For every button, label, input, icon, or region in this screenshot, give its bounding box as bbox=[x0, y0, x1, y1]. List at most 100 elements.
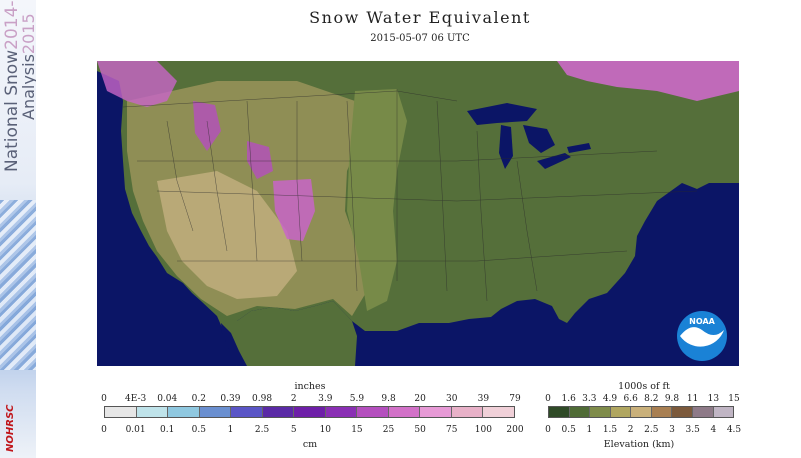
swe-legend-cm-title: cm bbox=[302, 439, 318, 450]
elev_legend-swatch bbox=[610, 407, 632, 417]
elev_legend-swatch bbox=[549, 407, 570, 417]
swe_legend-tick-label: 5.9 bbox=[349, 394, 365, 404]
nohrsc-logo: NOHRSC bbox=[5, 404, 16, 452]
noaa-logo-text: NOAA bbox=[689, 317, 715, 326]
swe_legend-swatch bbox=[357, 407, 389, 417]
swe_legend-swatch bbox=[199, 407, 232, 417]
swe_legend-swatch bbox=[325, 407, 358, 417]
swe_legend-tick-label: 39 bbox=[477, 394, 490, 404]
elev_legend-tick-label: 1 bbox=[586, 425, 593, 435]
swe_legend-swatch bbox=[294, 407, 326, 417]
elev_legend-swatch bbox=[590, 407, 611, 417]
swe_legend-tick-label: 0.1 bbox=[160, 425, 175, 435]
lake-superior bbox=[467, 103, 537, 125]
swe_legend-tick-label: 75 bbox=[446, 425, 458, 435]
elev_legend-swatch bbox=[651, 407, 673, 417]
swe_legend-swatch bbox=[483, 407, 514, 417]
swe_legend-tick-label: 15 bbox=[351, 425, 363, 435]
map-title: Snow Water Equivalent bbox=[309, 8, 531, 27]
swe_legend-swatch bbox=[105, 407, 137, 417]
elev_legend-tick-label: 9.8 bbox=[664, 394, 680, 404]
banner-title-line2: Analysis2015 bbox=[19, 13, 36, 120]
elev_legend-tick-label: 1.6 bbox=[561, 394, 576, 404]
swe_legend-tick-label: 0.5 bbox=[191, 425, 207, 435]
elevation-legend-km-title: Elevation (km) bbox=[603, 439, 675, 450]
elev_legend-tick-label: 3.5 bbox=[685, 425, 700, 435]
swe_legend-swatch bbox=[136, 407, 169, 417]
snow-canada-west bbox=[97, 61, 177, 107]
snow-rockies-north bbox=[193, 101, 221, 151]
swe_legend-tick-label: 1 bbox=[227, 425, 234, 435]
swe_legend-tick-label: 100 bbox=[474, 425, 492, 435]
elev_legend-tick-label: 15 bbox=[728, 394, 740, 404]
swe_legend-tick-label: 0 bbox=[101, 425, 107, 435]
elev_legend-tick-label: 3.3 bbox=[582, 394, 597, 404]
plains-lighter bbox=[347, 89, 407, 311]
noaa-logo: NOAA bbox=[677, 311, 727, 361]
elev_legend-tick-label: 2 bbox=[627, 425, 634, 435]
swe_legend-tick-label: 9.8 bbox=[381, 394, 396, 404]
snow-rockies-mid bbox=[247, 141, 273, 179]
swe_legend-tick-label: 0.98 bbox=[252, 394, 273, 404]
nohrsc-banner: National Snow2014- Analysis2015 NOHRSC bbox=[0, 0, 36, 458]
gulf-of-california bbox=[221, 323, 247, 366]
mexico bbox=[217, 301, 357, 366]
desert-tan bbox=[157, 171, 297, 299]
lake-erie bbox=[537, 153, 571, 169]
swe_legend-tick-label: 5 bbox=[290, 425, 297, 435]
swe_legend-tick-label: 3.9 bbox=[318, 394, 333, 404]
swe-color-bar bbox=[104, 406, 515, 418]
swe_legend-tick-label: 200 bbox=[506, 425, 524, 435]
elev_legend-tick-label: 13 bbox=[707, 394, 720, 404]
state-borders bbox=[122, 89, 698, 302]
swe_legend-tick-label: 0.01 bbox=[125, 425, 146, 435]
elev_legend-tick-label: 3 bbox=[669, 425, 675, 435]
swe_legend-tick-label: 20 bbox=[414, 394, 426, 404]
lake-ontario bbox=[567, 143, 591, 153]
swe_legend-swatch bbox=[420, 407, 452, 417]
swe_legend-tick-label: 25 bbox=[382, 425, 395, 435]
elev_legend-swatch bbox=[713, 407, 734, 417]
elev_legend-tick-label: 1.5 bbox=[602, 425, 618, 435]
swe_legend-swatch bbox=[262, 407, 295, 417]
elev_legend-tick-label: 6.6 bbox=[623, 394, 638, 404]
swe_legend-tick-label: 4E-3 bbox=[124, 394, 147, 404]
lake-michigan bbox=[499, 125, 513, 169]
elev_legend-swatch bbox=[672, 407, 693, 417]
swe_legend-tick-label: 30 bbox=[446, 394, 458, 404]
swe_legend-swatch bbox=[231, 407, 263, 417]
elev_legend-tick-label: 8.2 bbox=[644, 394, 659, 404]
swe_legend-tick-label: 0.39 bbox=[220, 394, 241, 404]
swe_legend-tick-label: 0 bbox=[101, 394, 107, 404]
lake-huron bbox=[523, 125, 555, 153]
swe_legend-tick-label: 50 bbox=[414, 425, 426, 435]
swe_legend-tick-label: 79 bbox=[509, 394, 521, 404]
swe_legend-tick-label: 10 bbox=[319, 425, 332, 435]
elev_legend-swatch bbox=[631, 407, 652, 417]
elev_legend-tick-label: 4.5 bbox=[726, 425, 742, 435]
elev_legend-tick-label: 2.5 bbox=[644, 425, 659, 435]
elev_legend-tick-label: 4 bbox=[710, 425, 717, 435]
elev_legend-swatch bbox=[569, 407, 591, 417]
elev_legend-tick-label: 0 bbox=[545, 394, 551, 404]
elev_legend-tick-label: 4.9 bbox=[602, 394, 618, 404]
snow-canada-east bbox=[557, 61, 739, 101]
elev_legend-tick-label: 11 bbox=[686, 394, 699, 404]
swe_legend-swatch bbox=[168, 407, 200, 417]
map-timestamp: 2015-05-07 06 UTC bbox=[370, 33, 470, 44]
swe_legend-tick-label: 2.5 bbox=[254, 425, 270, 435]
swe_legend-swatch bbox=[388, 407, 421, 417]
elev_legend-tick-label: 0 bbox=[545, 425, 551, 435]
elev_legend-tick-label: 0.5 bbox=[561, 425, 576, 435]
swe_legend-swatch bbox=[451, 407, 484, 417]
swe-legend-inches-title: inches bbox=[294, 381, 326, 392]
swe_legend-tick-label: 2 bbox=[290, 394, 297, 404]
snow-map bbox=[97, 61, 739, 366]
elevation-color-bar bbox=[548, 406, 734, 418]
elev_legend-swatch bbox=[692, 407, 714, 417]
swe_legend-tick-label: 0.04 bbox=[157, 394, 178, 404]
banner-ice-image bbox=[0, 200, 36, 370]
swe_legend-tick-label: 0.2 bbox=[191, 394, 207, 404]
elevation-legend-feet-title: 1000s of ft bbox=[618, 381, 670, 392]
snow-colorado bbox=[273, 179, 315, 241]
